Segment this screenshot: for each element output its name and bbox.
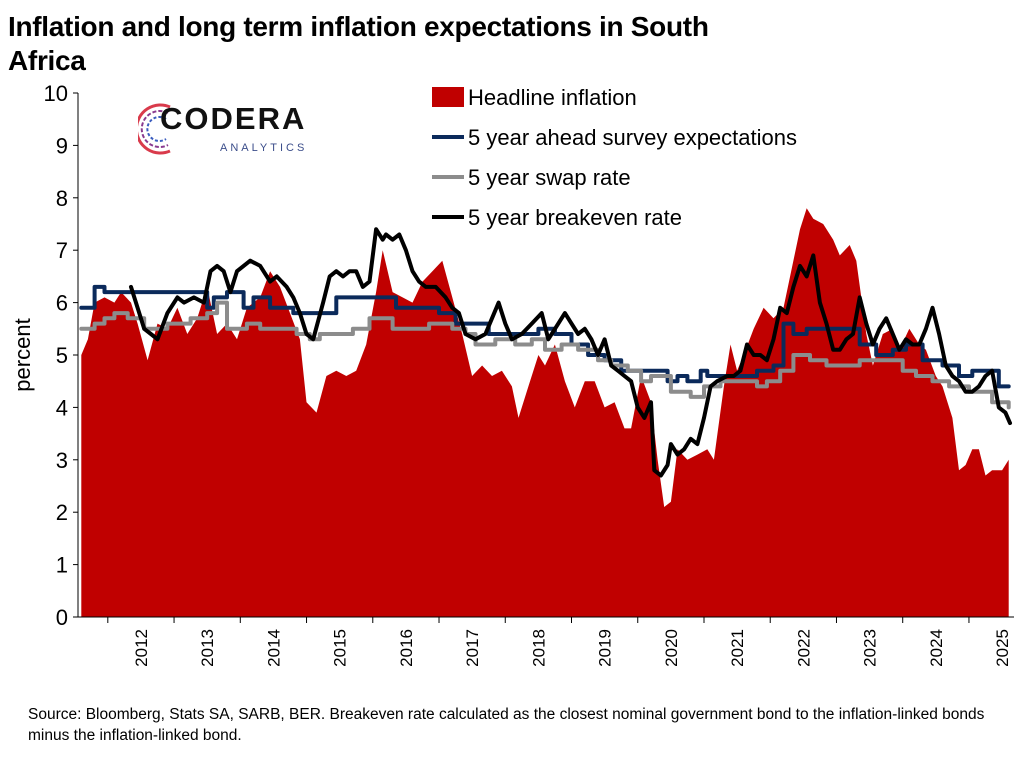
codera-logo-mark-icon: [138, 103, 171, 155]
y-tick-label: 10: [44, 81, 68, 106]
x-tick-label: 2016: [397, 629, 416, 667]
y-tick-label: 7: [56, 238, 68, 263]
legend: Headline inflation 5 year ahead survey ex…: [432, 85, 797, 230]
series-line-5-year-breakeven-rate: [129, 227, 1012, 478]
axes: 0 1 2 3 4 5 6 7 8 9 10 percent 2012 2013 2014 2015 2016 2…: [10, 81, 1014, 667]
x-tick-label: 2014: [264, 629, 283, 667]
y-tick-label: 9: [56, 133, 68, 158]
y-tick-label: 5: [56, 343, 68, 368]
legend-label: 5 year ahead survey expectations: [468, 125, 797, 150]
y-tick-label: 2: [56, 500, 68, 525]
x-tick-label: 2019: [596, 629, 615, 667]
x-tick-label: 2018: [529, 629, 548, 667]
x-tick-label: 2020: [662, 629, 681, 667]
y-tick-label: 1: [56, 553, 68, 578]
legend-swatch-headline-inflation: [432, 87, 464, 107]
x-tick-label: 2015: [331, 629, 350, 667]
y-tick-label: 4: [56, 395, 68, 420]
x-tick-label: 2017: [463, 629, 482, 667]
logo-subtitle: ANALYTICS: [220, 142, 308, 154]
plot-area: [79, 208, 1012, 618]
series-headline-inflation-area: [81, 208, 1009, 618]
y-tick-label: 3: [56, 448, 68, 473]
y-axis-label: percent: [10, 318, 35, 391]
series-line-5-year-ahead-survey-expectations: [79, 284, 1011, 389]
x-tick-label: 2021: [728, 629, 747, 667]
x-tick-label: 2013: [198, 629, 217, 667]
logo-wordmark: CODERA: [160, 101, 307, 136]
legend-label: 5 year breakeven rate: [468, 205, 682, 230]
x-tick-label: 2023: [861, 629, 880, 667]
legend-label: 5 year swap rate: [468, 165, 631, 190]
y-tick-label: 0: [56, 605, 68, 630]
y-tick-label: 8: [56, 186, 68, 211]
source-note: Source: Bloomberg, Stats SA, SARB, BER. …: [28, 706, 985, 744]
chart-title: Inflation and long term inflation expect…: [8, 11, 709, 76]
chart-canvas: 0 1 2 3 4 5 6 7 8 9 10 percent 2012 2013 2014 2015 2016 2…: [10, 81, 1014, 667]
series-line-5-year-swap-rate: [79, 300, 1011, 410]
y-tick-label: 6: [56, 291, 68, 316]
x-tick-label: 2022: [794, 629, 813, 667]
x-tick-label: 2025: [993, 629, 1012, 667]
x-tick-label: 2024: [927, 629, 946, 667]
codera-logo: CODERA ANALYTICS: [138, 97, 328, 161]
x-tick-label: 2012: [132, 629, 151, 667]
legend-label: Headline inflation: [468, 85, 637, 110]
